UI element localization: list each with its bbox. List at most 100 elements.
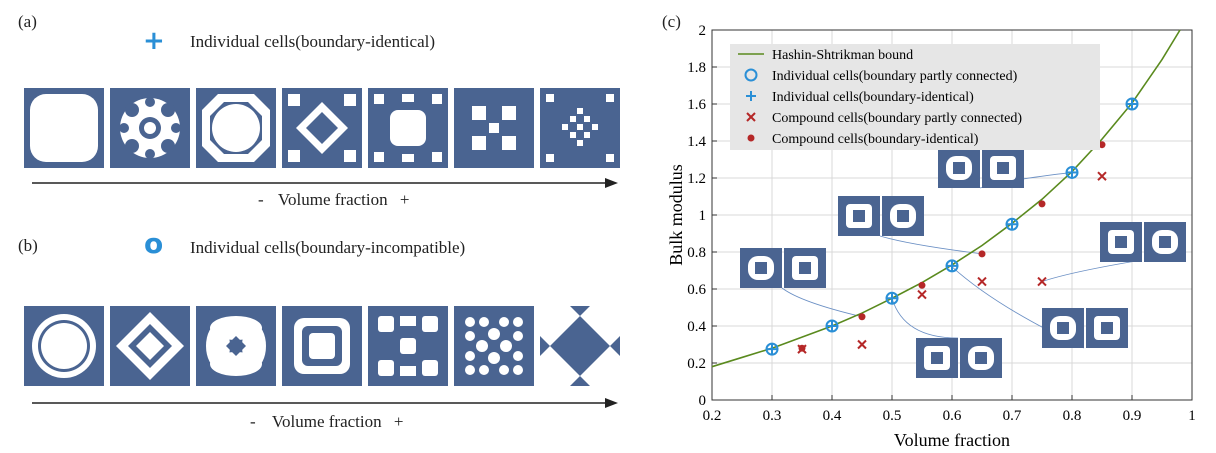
inset-core — [897, 210, 909, 222]
cross-marker — [1037, 276, 1047, 287]
legend-box — [730, 44, 1100, 150]
dot-marker — [1098, 141, 1106, 149]
inset-connector — [1041, 259, 1143, 282]
unit-cell — [196, 306, 276, 386]
x-tick-label: 0.5 — [883, 408, 902, 424]
dot-marker — [858, 313, 866, 321]
unit-cell — [454, 88, 534, 168]
inset-core — [853, 210, 865, 222]
inset-connector — [891, 298, 959, 339]
circle-marker — [1125, 97, 1139, 111]
y-tick-label: 1.8 — [687, 60, 706, 76]
panel-b-cell-row — [24, 306, 620, 386]
plus-sign: + — [393, 412, 404, 431]
panel-b-label: (b) — [18, 236, 38, 255]
x-tick-label: 0.2 — [703, 408, 722, 424]
unit-cell — [368, 306, 448, 386]
panel-b-axis-caption: - Volume fraction + — [250, 412, 403, 432]
unit-cell — [282, 88, 362, 168]
inset-thumbnails — [740, 148, 1186, 378]
y-tick-label: 0.2 — [687, 356, 706, 372]
plus-sign: + — [399, 190, 410, 209]
volume-fraction-text: Volume fraction — [271, 412, 382, 431]
x-tick-label: 1 — [1188, 408, 1196, 424]
panel-b-volume-arrow — [32, 398, 618, 408]
x-tick-label: 0.7 — [1003, 408, 1022, 424]
legend-entry: Hashin-Shtrikman bound — [772, 48, 913, 63]
inset-connector — [879, 235, 983, 255]
unit-cell — [110, 88, 190, 168]
x-tick-label: 0.4 — [823, 408, 842, 424]
inset-core — [975, 352, 987, 364]
bulk-modulus-chart: 0.2 0.3 0.4 0.5 0.6 0.7 0.8 0.9 100.20.40.60.811… — [666, 23, 1196, 450]
circle-marker — [1065, 165, 1079, 179]
unit-cell — [24, 88, 104, 168]
y-tick-label: 2 — [699, 23, 707, 39]
minus-sign: - — [250, 412, 256, 431]
unit-cell — [540, 306, 620, 386]
cross-marker — [857, 339, 867, 350]
unit-cell — [368, 88, 448, 168]
y-tick-label: 1.2 — [687, 171, 706, 187]
chart-legend: Hashin-Shtrikman bound Individual cells(b… — [730, 44, 1100, 150]
unit-cell — [540, 88, 620, 168]
circle-marker — [825, 319, 839, 333]
y-tick-label: 0.6 — [687, 282, 706, 298]
circle-marker — [744, 68, 758, 82]
dot-marker — [747, 134, 755, 142]
panel-c-label: (c) — [662, 12, 681, 31]
panel-a-cell-row — [24, 88, 620, 168]
cross-marker — [1097, 171, 1107, 181]
cross-marker — [746, 112, 756, 122]
panel-a-volume-arrow — [32, 178, 618, 188]
y-tick-label: 0.8 — [687, 245, 706, 261]
circle-marker — [885, 291, 899, 305]
inset-core — [997, 162, 1009, 174]
inset-core — [799, 262, 811, 274]
y-tick-label: 1.4 — [687, 134, 706, 150]
legend-entry: Individual cells(boundary partly connect… — [772, 69, 1018, 84]
circle-marker — [945, 259, 959, 273]
inset-core — [1101, 322, 1113, 334]
plus-marker-icon: + — [143, 26, 165, 56]
legend-entry: Individual cells(boundary-identical) — [772, 90, 974, 105]
x-tick-label: 0.6 — [943, 408, 962, 424]
dot-marker — [918, 281, 926, 289]
panel-b-legend: Individual cells(boundary-incompatible) — [190, 238, 466, 257]
circle-marker-icon: o — [144, 227, 164, 260]
inset-core — [755, 262, 767, 274]
cross-marker — [917, 289, 927, 300]
inset-core — [1115, 236, 1127, 248]
dot-marker — [1038, 200, 1046, 208]
panel-a-label: (a) — [18, 12, 37, 31]
x-axis-label: Volume fraction — [894, 430, 1010, 450]
panel-a-legend: Individual cells(boundary-identical) — [190, 32, 435, 51]
y-axis-label: Bulk modulus — [666, 164, 686, 266]
y-tick-label: 0.4 — [687, 319, 706, 335]
inset-core — [1159, 236, 1171, 248]
inset-core — [1057, 322, 1069, 334]
circle-marker — [1005, 217, 1019, 231]
inset-core — [953, 162, 965, 174]
inset-connector — [781, 287, 863, 318]
dot-marker — [978, 250, 986, 258]
circle-marker — [765, 342, 779, 356]
unit-cell — [24, 306, 104, 386]
panel-a-axis-caption: - Volume fraction + — [258, 190, 409, 210]
unit-cell — [110, 306, 190, 386]
y-tick-label: 0 — [699, 393, 707, 409]
dot-marker — [798, 344, 806, 352]
unit-cell — [282, 306, 362, 386]
unit-cell — [196, 88, 276, 168]
x-tick-label: 0.9 — [1123, 408, 1142, 424]
volume-fraction-text: Volume fraction — [277, 190, 388, 209]
legend-entry: Compound cells(boundary partly connected… — [772, 111, 1022, 126]
cross-marker — [977, 276, 987, 287]
legend-entry: Compound cells(boundary-identical) — [772, 132, 979, 147]
x-tick-label: 0.8 — [1063, 408, 1082, 424]
y-tick-label: 1 — [699, 208, 707, 224]
minus-sign: - — [258, 190, 264, 209]
x-tick-label: 0.3 — [763, 408, 782, 424]
unit-cell — [454, 306, 534, 386]
inset-core — [931, 352, 943, 364]
